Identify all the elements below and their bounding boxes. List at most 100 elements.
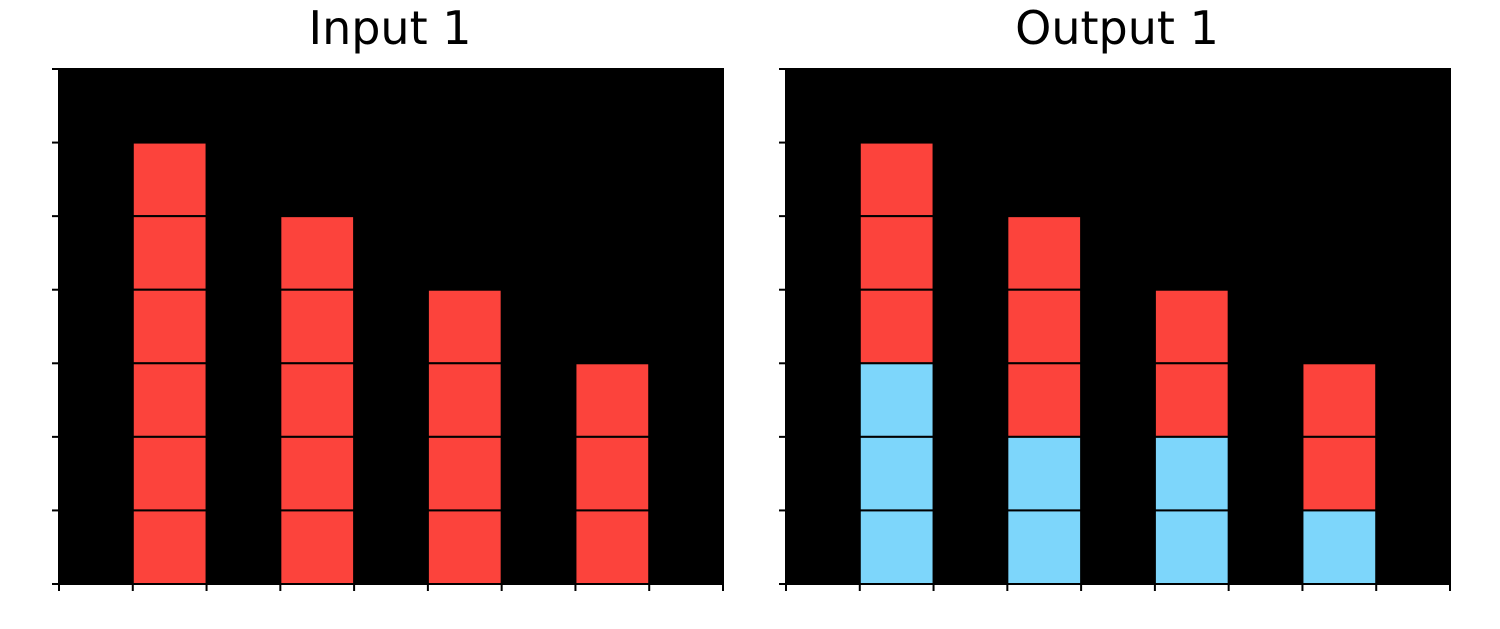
input-cell-r4-c6: [501, 363, 576, 437]
output-cell-r3-c3: [1006, 288, 1083, 365]
output-cell-r6-c5: [1153, 509, 1230, 585]
output-cell-r1-c8: [1376, 142, 1450, 217]
output-cell-r5-c4: [1081, 436, 1155, 511]
input-cell-r6-c8: [649, 510, 723, 584]
input-cell-r2-c2: [206, 216, 281, 290]
input-cell-r2-c0: [59, 216, 133, 290]
output-cell-r4-c2: [933, 363, 1008, 437]
output-cell-r1-c4: [1081, 142, 1155, 217]
input-cell-r1-c4: [354, 142, 428, 217]
input-cell-r3-c4: [354, 289, 428, 364]
input-cell-r3-c3: [279, 288, 356, 365]
input-cell-r6-c1: [131, 509, 208, 585]
output-cell-r4-c3: [1006, 362, 1083, 438]
input-cell-r0-c0: [59, 69, 133, 143]
input-cell-r3-c1: [131, 288, 208, 365]
input-cell-r0-c3: [280, 69, 355, 143]
input-cell-r3-c2: [206, 289, 281, 364]
input-cell-r4-c1: [131, 362, 208, 438]
input-cell-r4-c2: [206, 363, 281, 437]
input-cell-r2-c6: [501, 216, 576, 290]
input-cell-r0-c1: [132, 69, 207, 143]
output-cell-r6-c3: [1006, 509, 1083, 585]
output-cell-r4-c1: [858, 362, 935, 438]
output-cell-r4-c0: [786, 363, 860, 437]
input-panel: Input 1: [52, 1, 724, 591]
output-cell-r5-c0: [786, 436, 860, 511]
input-cell-r3-c0: [59, 289, 133, 364]
input-cell-r6-c3: [279, 509, 356, 585]
input-cell-r4-c5: [426, 362, 503, 438]
output-cell-r6-c4: [1081, 510, 1155, 584]
output-cell-r5-c3: [1006, 435, 1083, 512]
output-cell-r0-c7: [1302, 69, 1377, 143]
input-cell-r3-c5: [426, 288, 503, 365]
output-grid: [779, 68, 1451, 591]
output-cell-r2-c0: [786, 216, 860, 290]
input-cell-r1-c5: [427, 142, 502, 217]
input-cell-r6-c6: [501, 510, 576, 584]
input-cell-r0-c2: [206, 69, 281, 143]
input-cell-r1-c1: [131, 141, 208, 218]
output-grid-border: [785, 68, 1451, 585]
input-cell-r2-c1: [131, 215, 208, 291]
input-cell-r4-c7: [574, 362, 651, 438]
input-cell-r4-c3: [279, 362, 356, 438]
output-cell-r3-c1: [858, 288, 935, 365]
input-cell-r2-c7: [575, 216, 650, 290]
input-grid-border: [58, 68, 724, 585]
output-cell-r4-c7: [1301, 362, 1378, 438]
output-cell-r5-c2: [933, 436, 1008, 511]
input-cell-r0-c7: [575, 69, 650, 143]
output-cell-r6-c6: [1228, 510, 1303, 584]
input-cell-r1-c8: [649, 142, 723, 217]
input-cell-r6-c5: [426, 509, 503, 585]
input-cell-r5-c5: [426, 435, 503, 512]
input-cell-r2-c5: [427, 216, 502, 290]
output-cell-r0-c6: [1228, 69, 1303, 143]
output-cell-r5-c5: [1153, 435, 1230, 512]
output-cell-r2-c4: [1081, 216, 1155, 290]
input-cell-r5-c4: [354, 436, 428, 511]
output-cell-r1-c0: [786, 142, 860, 217]
output-cell-r0-c1: [859, 69, 934, 143]
output-cell-r3-c5: [1153, 288, 1230, 365]
input-cell-r2-c8: [649, 216, 723, 290]
input-cell-r0-c6: [501, 69, 576, 143]
input-cell-r6-c7: [574, 509, 651, 585]
output-cell-r2-c7: [1302, 216, 1377, 290]
output-panel-title: Output 1: [1015, 1, 1219, 55]
output-cell-r3-c4: [1081, 289, 1155, 364]
input-cell-r1-c3: [280, 142, 355, 217]
output-cell-r2-c3: [1006, 215, 1083, 291]
input-cell-r5-c1: [131, 435, 208, 512]
output-cell-r1-c3: [1007, 142, 1082, 217]
input-cell-r0-c4: [354, 69, 428, 143]
output-panel: Output 1: [727, 0, 1500, 629]
input-cell-r4-c4: [354, 363, 428, 437]
input-cell-r6-c0: [59, 510, 133, 584]
output-cell-r2-c1: [858, 215, 935, 291]
input-grid: [52, 68, 724, 591]
input-cell-r5-c2: [206, 436, 281, 511]
input-cell-r0-c8: [649, 69, 723, 143]
output-cell-r4-c6: [1228, 363, 1303, 437]
output-cell-r1-c1: [858, 141, 935, 218]
input-cell-r3-c8: [649, 289, 723, 364]
output-cell-r1-c5: [1154, 142, 1229, 217]
output-cell-r5-c6: [1228, 436, 1303, 511]
output-cell-r3-c7: [1302, 289, 1377, 364]
input-cell-r6-c2: [206, 510, 281, 584]
input-cell-r1-c7: [575, 142, 650, 217]
input-cell-r2-c4: [354, 216, 428, 290]
input-cell-r2-c3: [279, 215, 356, 291]
output-cell-r3-c8: [1376, 289, 1450, 364]
input-cell-r5-c3: [279, 435, 356, 512]
output-cell-r4-c8: [1376, 363, 1450, 437]
input-cell-r3-c6: [501, 289, 576, 364]
output-cell-r3-c2: [933, 289, 1008, 364]
output-cell-r0-c0: [786, 69, 860, 143]
input-cell-r4-c8: [649, 363, 723, 437]
input-cell-r5-c7: [574, 435, 651, 512]
input-cell-r3-c7: [575, 289, 650, 364]
